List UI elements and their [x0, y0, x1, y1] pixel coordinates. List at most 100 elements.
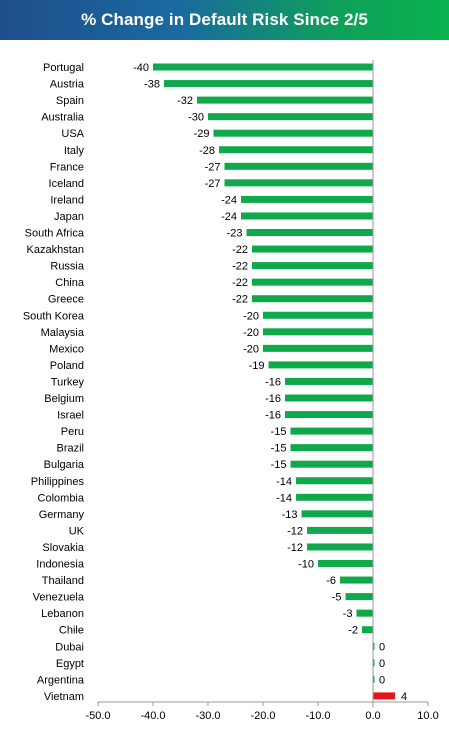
bar	[345, 593, 373, 601]
category-label: Venezuela	[33, 592, 85, 604]
data-label: -40	[133, 62, 149, 74]
bar	[252, 262, 373, 270]
data-label: -12	[287, 542, 303, 554]
category-label: Argentina	[37, 674, 85, 686]
category-label: Philippines	[31, 476, 85, 488]
x-tick-label: -10.0	[305, 710, 330, 722]
category-label: France	[50, 161, 84, 173]
x-tick-label: 0.0	[365, 710, 380, 722]
category-label: Brazil	[56, 443, 84, 455]
bar	[340, 576, 373, 584]
bar	[356, 609, 373, 617]
category-label: Israel	[57, 410, 84, 422]
data-label: -22	[232, 277, 248, 289]
category-label: Bulgaria	[44, 459, 85, 471]
category-label: Indonesia	[36, 559, 85, 571]
bar	[373, 675, 375, 683]
bar	[373, 642, 375, 650]
bar	[290, 444, 373, 452]
data-label: -2	[348, 625, 358, 637]
data-label: -22	[232, 294, 248, 306]
bar-chart: Portugal -40 Austria -38 Spain -32 Australia -3…	[23, 60, 439, 722]
bar	[285, 394, 373, 402]
category-label: South Africa	[25, 228, 85, 240]
data-label: -20	[243, 310, 259, 322]
category-label: Ireland	[50, 194, 84, 206]
data-label: 0	[379, 641, 385, 653]
bars-layer	[153, 63, 395, 700]
bar	[285, 377, 373, 385]
bar	[263, 328, 373, 336]
bar	[307, 543, 373, 551]
data-label: -30	[188, 112, 204, 124]
bar	[252, 245, 373, 253]
bar	[290, 427, 373, 435]
category-label: Mexico	[49, 343, 84, 355]
bar	[301, 510, 373, 518]
data-label: -29	[194, 128, 210, 140]
data-label: -5	[332, 592, 342, 604]
data-label: -38	[144, 79, 160, 91]
data-label: -24	[221, 211, 237, 223]
data-label: -16	[265, 376, 281, 388]
bar	[307, 526, 373, 534]
data-label: -19	[249, 360, 265, 372]
bar	[224, 162, 373, 170]
category-label: Germany	[39, 509, 85, 521]
category-label: Belgium	[44, 393, 84, 405]
data-label: 0	[379, 658, 385, 670]
category-label: Vietnam	[44, 691, 84, 703]
bar	[263, 311, 373, 319]
bar	[252, 295, 373, 303]
category-label: Peru	[61, 426, 84, 438]
bar	[241, 195, 373, 203]
bar	[164, 80, 373, 88]
category-label: UK	[69, 525, 85, 537]
data-label: -23	[227, 228, 243, 240]
bar	[296, 493, 373, 501]
category-label: China	[55, 277, 85, 289]
category-label: Malaysia	[41, 327, 85, 339]
x-tick-label: -40.0	[140, 710, 165, 722]
bar	[197, 96, 373, 104]
bar	[263, 344, 373, 352]
bar	[318, 560, 373, 567]
bar	[285, 411, 373, 419]
data-label: -24	[221, 194, 237, 206]
category-label: Austria	[50, 79, 85, 91]
data-label: 4	[401, 691, 407, 703]
bar	[208, 113, 373, 121]
axis-layer: -50.0 -40.0 -30.0 -20.0 -10.0 0.0 10.0	[85, 60, 439, 722]
data-label: -32	[177, 95, 193, 107]
data-label: -14	[276, 476, 292, 488]
bar	[153, 63, 373, 71]
data-label: -16	[265, 410, 281, 422]
data-label: 0	[379, 674, 385, 686]
category-label: Poland	[50, 360, 84, 372]
data-label: -15	[271, 443, 287, 455]
category-label: USA	[61, 128, 84, 140]
category-label: Russia	[50, 261, 85, 273]
category-label: Greece	[48, 294, 84, 306]
bar	[373, 692, 395, 700]
bar	[219, 146, 373, 154]
bar	[246, 229, 373, 236]
category-label: Spain	[56, 95, 84, 107]
data-label: -12	[287, 525, 303, 537]
category-label: Turkey	[51, 376, 85, 388]
category-label: Colombia	[38, 492, 85, 504]
chart-title-bar: % Change in Default Risk Since 2/5	[0, 0, 449, 40]
category-label: Japan	[54, 211, 84, 223]
category-label: Dubai	[55, 641, 84, 653]
category-label: Portugal	[43, 62, 84, 74]
chart-title: % Change in Default Risk Since 2/5	[81, 10, 368, 29]
data-label: -10	[298, 559, 314, 571]
data-label: -22	[232, 244, 248, 256]
category-label: Australia	[41, 112, 85, 124]
x-tick-label: -20.0	[250, 710, 275, 722]
bar	[296, 477, 373, 485]
bar	[373, 659, 375, 667]
data-label: -6	[326, 575, 336, 587]
category-label: Chile	[59, 625, 84, 637]
bar	[252, 278, 373, 286]
